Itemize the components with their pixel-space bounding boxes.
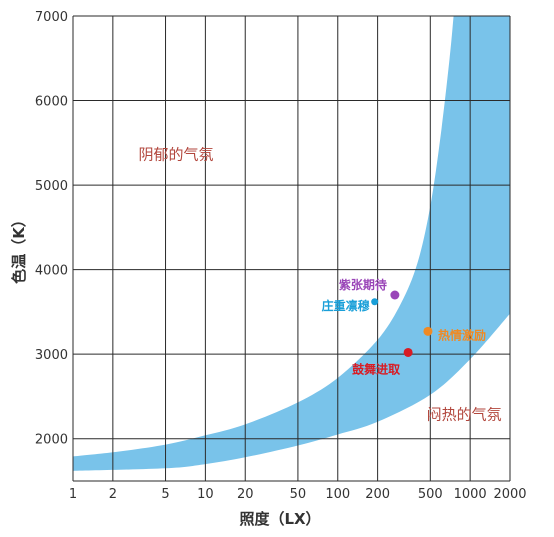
x-tick-label-100: 100 — [325, 487, 350, 502]
x-tick-label-2000: 2000 — [493, 487, 526, 502]
x-tick-label-500: 500 — [418, 487, 443, 502]
point-layer — [371, 290, 433, 357]
y-tick-label-2000: 2000 — [35, 433, 68, 448]
x-tick-label-200: 200 — [365, 487, 390, 502]
x-tick-label-2: 2 — [109, 487, 117, 502]
data-point-label-2: 庄重凛穆 — [322, 298, 370, 313]
y-axis-title: 色温（K） — [10, 212, 28, 284]
grid-layer — [72, 15, 511, 482]
y-tick-label-3000: 3000 — [35, 348, 68, 363]
data-point-1 — [390, 290, 400, 300]
data-point-4 — [403, 347, 413, 357]
y-tick-label-6000: 6000 — [35, 95, 68, 110]
x-tick-label-5: 5 — [161, 487, 169, 502]
data-point-label-1: 紫张期待 — [339, 277, 387, 292]
comfort-band — [73, 16, 510, 471]
region-label-2: 闷热的气氛 — [427, 405, 502, 423]
y-tick-label-5000: 5000 — [35, 179, 68, 194]
x-tick-label-20: 20 — [237, 487, 254, 502]
x-tick-label-1000: 1000 — [454, 487, 487, 502]
data-point-2 — [371, 298, 379, 306]
x-axis-title: 照度（LX） — [239, 510, 320, 528]
x-tick-label-1: 1 — [69, 487, 77, 502]
region-label-1: 阴郁的气氛 — [139, 146, 214, 164]
data-point-3 — [423, 326, 433, 336]
y-tick-label-4000: 4000 — [35, 264, 68, 279]
tick-layer: 1 2 5 10 20 50 100 200 500 1000 2000 2000 3000 4000 50… — [35, 10, 527, 502]
x-tick-label-10: 10 — [197, 487, 214, 502]
y-tick-label-7000: 7000 — [35, 10, 68, 25]
data-point-label-4: 鼓舞进取 — [352, 361, 400, 376]
band-layer — [73, 16, 510, 471]
data-point-label-3: 热情激励 — [438, 327, 486, 342]
x-tick-label-50: 50 — [290, 487, 307, 502]
